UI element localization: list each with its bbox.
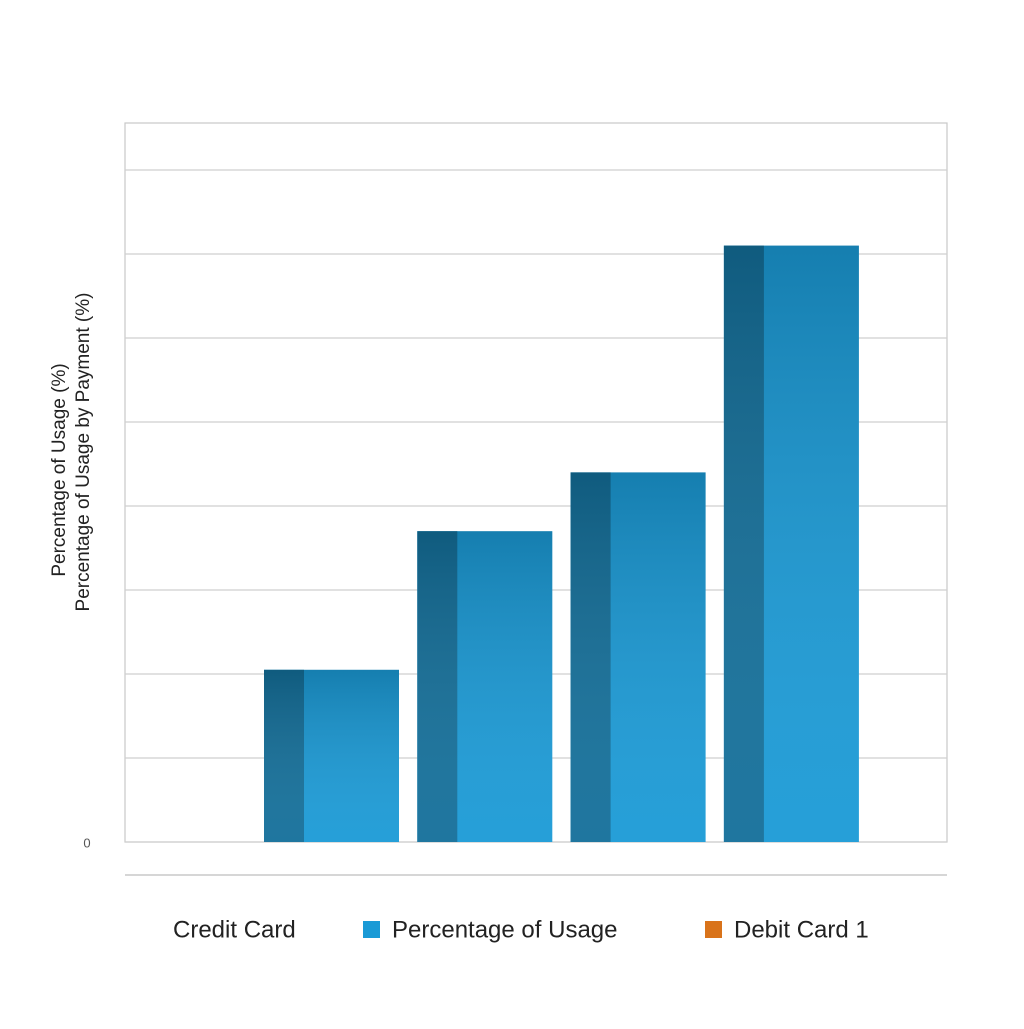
legend-swatch — [705, 921, 722, 938]
y-axis-title: Percentage of Usage by Payment (%) — [73, 293, 94, 612]
bar-gradient — [570, 472, 706, 842]
y-tick-label: 0 — [83, 835, 90, 850]
legend-label: Credit Card — [173, 916, 296, 943]
legend-label: Percentage of Usage — [392, 916, 617, 943]
y-axis-title: Percentage of Usage (%) — [49, 363, 70, 576]
legend-label: Debit Card 1 — [734, 916, 869, 943]
legend-swatch — [363, 921, 380, 938]
bar-gradient — [417, 531, 553, 842]
bar-gradient — [723, 245, 859, 843]
bar-gradient — [264, 669, 399, 842]
